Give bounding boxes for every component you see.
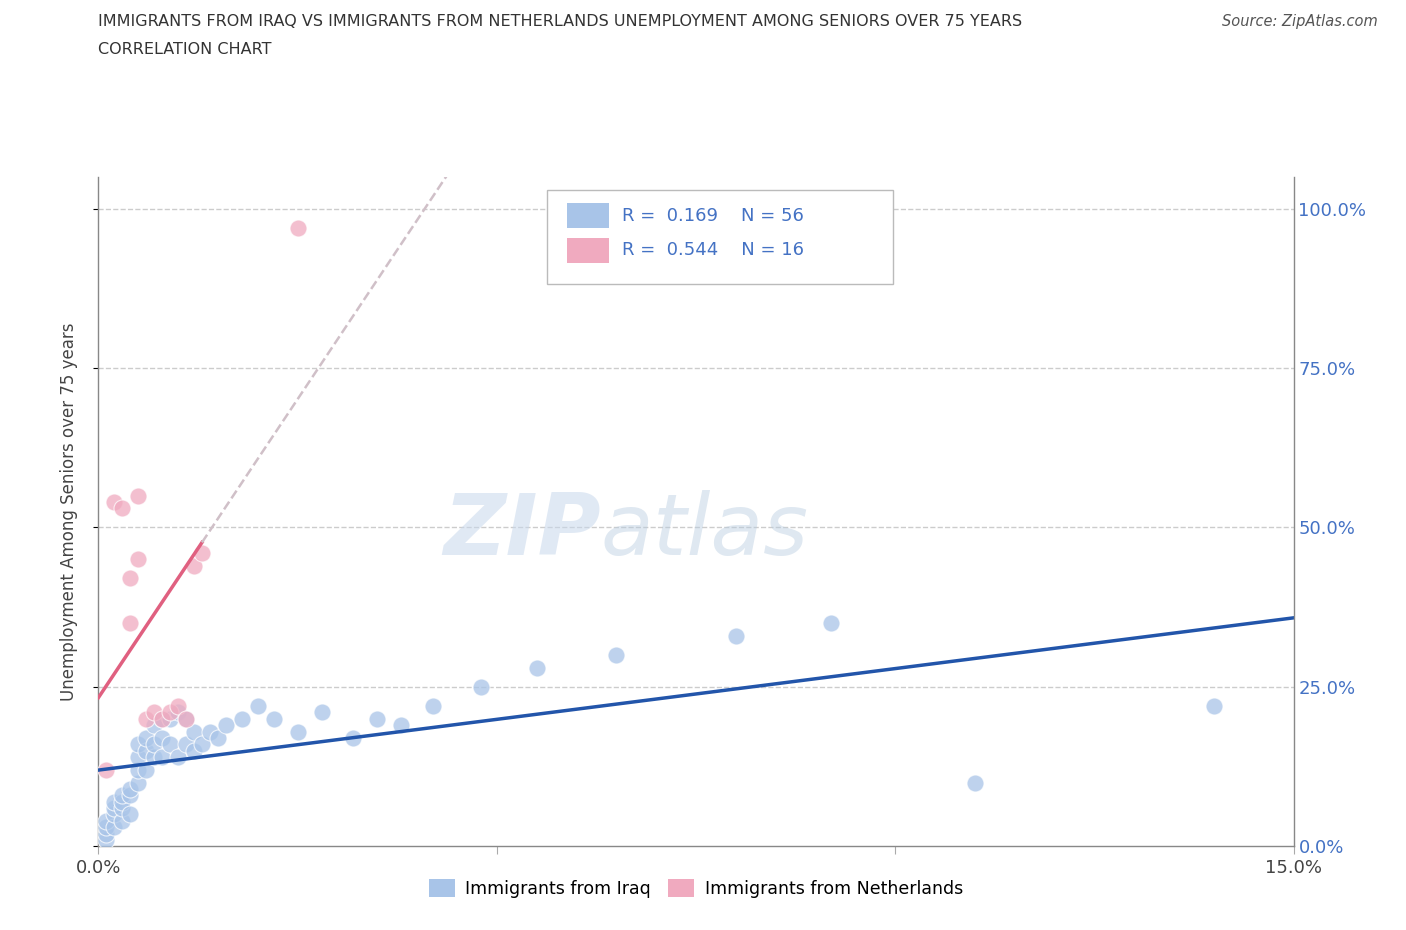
Point	[159, 705, 181, 720]
Point	[127, 750, 149, 764]
Point	[174, 737, 197, 751]
Point	[287, 724, 309, 739]
Point	[127, 775, 149, 790]
Point	[103, 495, 125, 510]
Point	[246, 698, 269, 713]
Point	[174, 711, 197, 726]
Point	[167, 750, 190, 764]
Point	[111, 814, 134, 829]
Point	[143, 750, 166, 764]
Point	[96, 826, 118, 841]
Point	[159, 711, 181, 726]
Point	[470, 680, 492, 695]
Y-axis label: Unemployment Among Seniors over 75 years: Unemployment Among Seniors over 75 years	[59, 323, 77, 700]
Point	[111, 801, 134, 816]
Point	[96, 814, 118, 829]
Point	[207, 730, 229, 745]
Point	[191, 546, 214, 561]
Point	[191, 737, 214, 751]
Point	[103, 819, 125, 834]
Bar	[567, 203, 609, 228]
Bar	[567, 238, 609, 263]
Point	[311, 705, 333, 720]
Point	[263, 711, 285, 726]
Point	[103, 801, 125, 816]
Point	[127, 551, 149, 566]
Point	[422, 698, 444, 713]
Point	[120, 807, 142, 822]
Point	[111, 788, 134, 803]
Text: R =  0.544    N = 16: R = 0.544 N = 16	[621, 242, 804, 259]
Point	[342, 730, 364, 745]
Point	[231, 711, 253, 726]
Point	[127, 737, 149, 751]
Point	[150, 730, 173, 745]
Point	[127, 763, 149, 777]
Point	[150, 711, 173, 726]
Point	[287, 220, 309, 235]
Point	[111, 794, 134, 809]
Text: R =  0.169    N = 56: R = 0.169 N = 56	[621, 206, 804, 224]
Point	[143, 737, 166, 751]
Point	[103, 807, 125, 822]
Point	[159, 737, 181, 751]
Point	[120, 788, 142, 803]
Point	[183, 743, 205, 758]
Point	[150, 711, 173, 726]
Point	[167, 705, 190, 720]
FancyBboxPatch shape	[547, 190, 893, 284]
Legend: Immigrants from Iraq, Immigrants from Netherlands: Immigrants from Iraq, Immigrants from Ne…	[422, 872, 970, 905]
Point	[111, 501, 134, 516]
Point	[96, 832, 118, 847]
Point	[724, 629, 747, 644]
Point	[150, 750, 173, 764]
Text: CORRELATION CHART: CORRELATION CHART	[98, 42, 271, 57]
Point	[120, 571, 142, 586]
Point	[183, 558, 205, 573]
Point	[198, 724, 221, 739]
Point	[1202, 698, 1225, 713]
Point	[135, 743, 157, 758]
Point	[366, 711, 388, 726]
Point	[120, 616, 142, 631]
Point	[103, 794, 125, 809]
Point	[820, 616, 842, 631]
Point	[605, 647, 627, 662]
Point	[127, 488, 149, 503]
Point	[96, 819, 118, 834]
Point	[174, 711, 197, 726]
Text: IMMIGRANTS FROM IRAQ VS IMMIGRANTS FROM NETHERLANDS UNEMPLOYMENT AMONG SENIORS O: IMMIGRANTS FROM IRAQ VS IMMIGRANTS FROM …	[98, 14, 1022, 29]
Point	[135, 730, 157, 745]
Point	[120, 781, 142, 796]
Text: Source: ZipAtlas.com: Source: ZipAtlas.com	[1222, 14, 1378, 29]
Point	[143, 705, 166, 720]
Point	[183, 724, 205, 739]
Point	[135, 711, 157, 726]
Point	[215, 718, 238, 733]
Point	[526, 660, 548, 675]
Text: atlas: atlas	[600, 490, 808, 573]
Point	[143, 718, 166, 733]
Point	[96, 763, 118, 777]
Point	[135, 763, 157, 777]
Point	[963, 775, 986, 790]
Point	[389, 718, 412, 733]
Text: ZIP: ZIP	[443, 490, 600, 573]
Point	[167, 698, 190, 713]
